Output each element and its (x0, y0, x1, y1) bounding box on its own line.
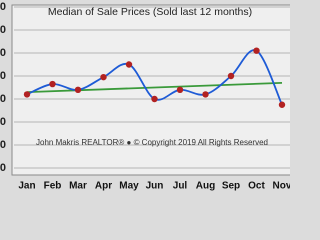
point-marker (49, 80, 56, 88)
y-tick-label: 40 (0, 70, 6, 82)
chart: 0 10 20 30 40 50 60 70 Median of Sale Prices (So… (0, 1, 290, 192)
x-tick-label: Feb (44, 181, 62, 192)
x-tick-label: Sep (222, 181, 240, 192)
point-marker (176, 86, 184, 94)
y-tick-label: 30 (0, 93, 6, 105)
y-tick-label: 0 (0, 162, 6, 174)
point-marker (253, 47, 260, 54)
point-marker (151, 95, 158, 103)
y-tick-label: 10 (0, 139, 6, 151)
y-tick-label: 60 (0, 24, 6, 36)
point-marker (74, 86, 82, 94)
x-tick-label: Jan (18, 181, 35, 192)
y-tick-label: 70 (0, 1, 6, 13)
x-tick-label: Oct (248, 181, 265, 192)
watermark: John Makris REALTOR® ● © Copyright 2019 … (36, 138, 268, 147)
x-tick-label: May (119, 181, 139, 192)
page: {"chart_data": {"type": "line", "title":… (0, 0, 290, 192)
point-marker (100, 73, 107, 81)
y-tick-label: 50 (0, 47, 6, 59)
plot-area (11, 4, 290, 176)
x-tick-label: Aug (196, 181, 215, 192)
trend-line (26, 82, 283, 93)
point-marker (23, 91, 31, 98)
x-tick-label: Mar (69, 181, 87, 192)
point-marker (125, 61, 133, 68)
point-marker (278, 101, 286, 108)
x-tick-label: Apr (95, 181, 112, 192)
x-tick-label: Jun (146, 181, 164, 192)
chart-title: Median of Sale Prices (Sold last 12 mont… (48, 6, 252, 18)
x-tick-label: Nov (273, 181, 290, 192)
point-marker (202, 91, 209, 98)
x-tick-label: Jul (173, 181, 188, 192)
point-marker (227, 72, 235, 80)
y-tick-label: 20 (0, 116, 6, 128)
